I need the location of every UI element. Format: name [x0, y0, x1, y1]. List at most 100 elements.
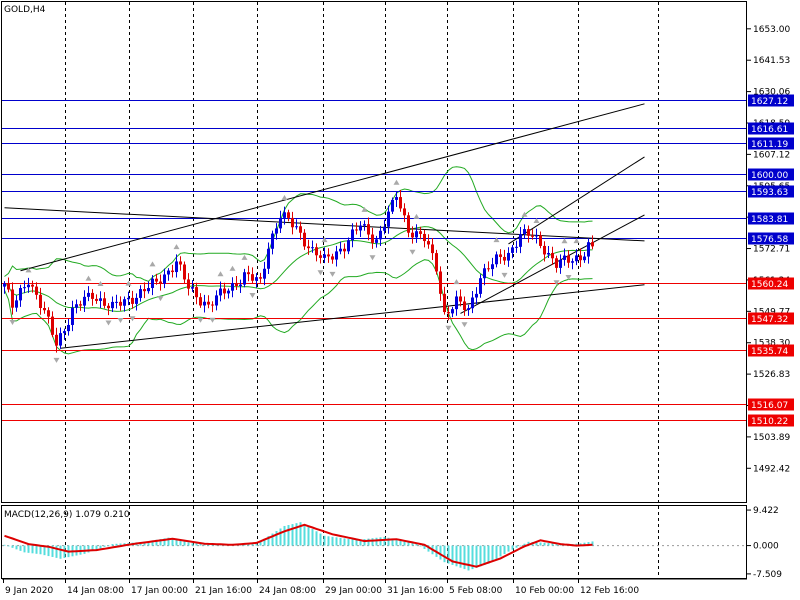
- macd-histogram-bar: [451, 545, 454, 565]
- candle-body: [547, 252, 550, 255]
- candle-body: [499, 254, 502, 257]
- candle-body: [339, 248, 342, 252]
- candle-body: [179, 261, 182, 265]
- time-tick-label: 24 Jan 08:00: [259, 586, 316, 596]
- main-price-pane[interactable]: GOLD,H4: [1, 1, 747, 503]
- macd-histogram-bar: [491, 545, 494, 562]
- candle-body: [579, 255, 582, 261]
- candle-body: [115, 301, 118, 303]
- macd-histogram-bar: [191, 543, 194, 546]
- candle-body: [191, 287, 194, 289]
- fractal-down-marker: [553, 280, 560, 286]
- macd-tick-label: -7.509: [753, 570, 782, 580]
- macd-histogram-bar: [159, 539, 162, 546]
- candle-body: [347, 240, 350, 252]
- price-level-value: 1600.00: [751, 171, 788, 181]
- macd-histogram-bar: [275, 531, 278, 546]
- trendline[interactable]: [508, 156, 645, 245]
- macd-histogram-bar: [263, 538, 266, 546]
- macd-histogram-bar: [31, 545, 34, 554]
- macd-histogram-bar: [375, 537, 378, 546]
- price-level-tag: [748, 212, 794, 225]
- candle-body: [479, 278, 482, 294]
- candle-body: [427, 241, 430, 245]
- price-level-tags: 1627.12 1616.61 1611.19 1600.00 1593.63 1583.…: [748, 94, 794, 427]
- macd-histogram-bar: [487, 545, 490, 564]
- candle-body: [11, 289, 14, 308]
- macd-pane[interactable]: MACD(12,26,9) 1.079 0.210: [1, 505, 747, 579]
- macd-histogram-bar: [495, 545, 498, 559]
- candle-body: [451, 309, 454, 314]
- price-level-value: 1593.63: [751, 188, 788, 198]
- candle-body: [59, 333, 62, 346]
- trendline[interactable]: [60, 284, 645, 349]
- macd-axis: 9.422 0.000 -7.509: [747, 506, 782, 580]
- macd-histogram-bar: [327, 536, 330, 546]
- macd-histogram-bar: [299, 522, 302, 546]
- candle-body: [43, 308, 46, 311]
- macd-histogram-bar: [587, 542, 590, 546]
- candle-body: [199, 297, 202, 306]
- candle-body: [263, 268, 266, 279]
- candle-body: [551, 252, 554, 259]
- fractal-up-marker: [25, 267, 32, 273]
- candle-body: [27, 284, 30, 288]
- trendline[interactable]: [20, 103, 645, 272]
- macd-histogram-bar: [479, 545, 482, 567]
- price-level-tag: [748, 168, 794, 181]
- macd-histogram-bar: [199, 543, 202, 546]
- candle-body: [583, 256, 586, 261]
- price-tick-label: 1653.00: [753, 25, 790, 35]
- candle-body: [187, 279, 190, 289]
- macd-histogram-bar: [535, 542, 538, 546]
- price-level-value: 1616.61: [751, 125, 788, 135]
- price-level-tag: [748, 232, 794, 245]
- macd-histogram-bar: [551, 543, 554, 546]
- macd-histogram-bar: [347, 538, 350, 546]
- price-tick-label: 1538.30: [753, 339, 790, 349]
- candle-body: [75, 304, 78, 308]
- candle-body: [219, 288, 222, 296]
- macd-histogram-bar: [47, 545, 50, 557]
- candle-body: [567, 255, 570, 263]
- macd-histogram-bar: [351, 539, 354, 546]
- price-tick-label: 1607.12: [753, 150, 790, 160]
- price-level-value: 1535.74: [751, 347, 788, 357]
- candle-body: [147, 288, 150, 292]
- macd-histogram-bar: [287, 525, 290, 546]
- fractal-up-marker: [573, 238, 580, 244]
- macd-histogram-bar: [463, 545, 466, 570]
- candle-body: [383, 226, 386, 231]
- time-tick-label: 21 Jan 16:00: [195, 586, 252, 596]
- macd-histogram-bar: [395, 539, 398, 546]
- candle-body: [435, 253, 438, 272]
- candle-body: [539, 235, 542, 246]
- macd-histogram-bar: [507, 545, 510, 552]
- candle-body: [331, 256, 334, 260]
- candle-body: [471, 297, 474, 309]
- macd-histogram-bar: [423, 545, 426, 549]
- candle-body: [47, 310, 50, 317]
- macd-histogram-bar: [203, 543, 206, 546]
- candle-body: [119, 301, 122, 306]
- time-tick-label: 31 Jan 16:00: [387, 586, 444, 596]
- candle-body: [23, 287, 26, 289]
- macd-histogram-bar: [335, 537, 338, 546]
- macd-histogram-bar: [447, 545, 450, 564]
- macd-tick-label: 0.000: [753, 542, 779, 552]
- fractal-down-marker: [317, 270, 324, 276]
- candle-body: [31, 284, 34, 287]
- macd-histogram-bar: [171, 538, 174, 546]
- candle-body: [459, 296, 462, 302]
- macd-histogram-bar: [307, 526, 310, 546]
- time-axis[interactable]: 9 Jan 2020 14 Jan 08:00 17 Jan 00:00 21 Jan…: [2, 578, 747, 596]
- candle-body: [95, 298, 98, 301]
- candle-body: [227, 290, 230, 294]
- candle-body: [423, 233, 426, 242]
- candle-body: [311, 247, 314, 249]
- candle-body: [195, 287, 198, 298]
- macd-histogram-bar: [511, 545, 514, 550]
- horizontal-price-levels[interactable]: [2, 100, 746, 421]
- price-level-value: 1510.22: [751, 417, 788, 427]
